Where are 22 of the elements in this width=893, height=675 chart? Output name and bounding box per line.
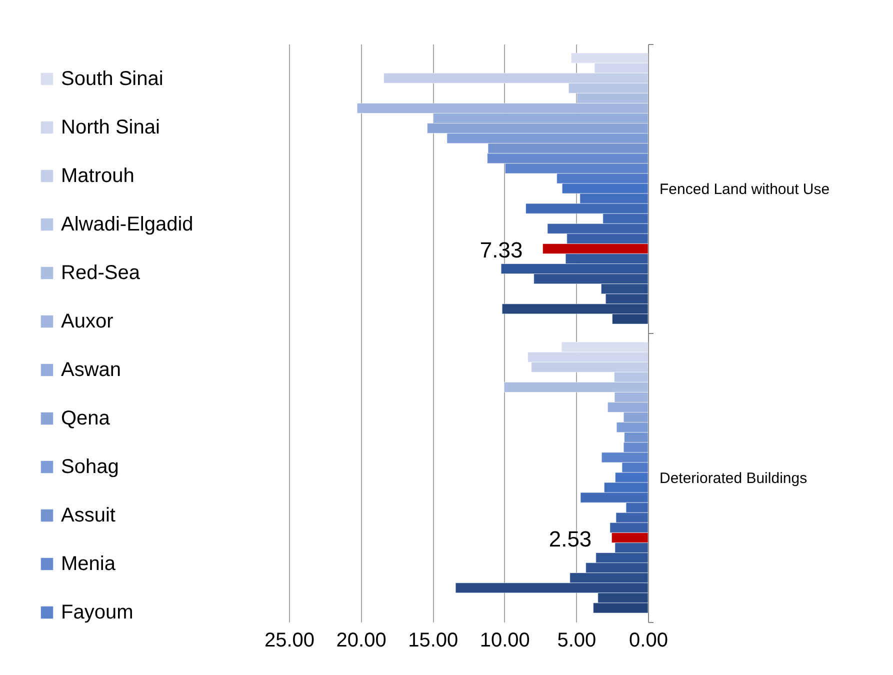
legend-label: North Sinai (61, 116, 160, 138)
x-tick-label: 25.00 (264, 630, 315, 652)
x-tick-label: 0.00 (629, 630, 668, 652)
legend-label: Matrouh (61, 165, 134, 187)
legend-label: Menia (61, 553, 116, 575)
y-tick-label: Deteriorated Buildings (660, 470, 808, 487)
x-tick-label: 10.00 (480, 630, 530, 652)
x-tick-label: 5.00 (557, 630, 596, 652)
legend-label: Red-Sea (61, 262, 141, 284)
x-tick-label: 15.00 (408, 630, 458, 652)
legend-label: Qena (61, 408, 111, 430)
legend-label: Sohag (61, 456, 119, 478)
legend-label: South Sinai (61, 68, 164, 90)
y-tick-label: Fenced Land without Use (660, 181, 830, 198)
legend-label: Alwadi-Elgadid (61, 214, 194, 236)
data-label: 2.53 (548, 526, 592, 552)
legend-label: Fayoum (61, 602, 134, 624)
legend-label: Aswan (61, 359, 122, 381)
x-tick-label: 20.00 (336, 630, 386, 652)
data-label: 7.33 (480, 238, 523, 263)
legend-label: Assuit (61, 504, 116, 526)
legend-label: Auxor (61, 310, 114, 332)
